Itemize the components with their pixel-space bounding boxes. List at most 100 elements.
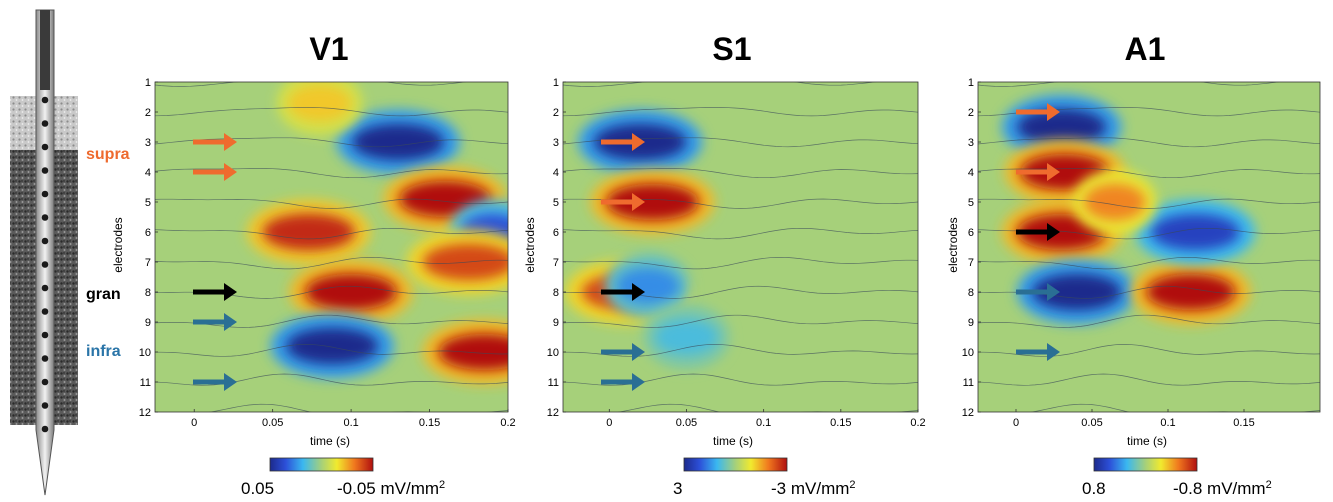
probe-contact [41,96,49,104]
csd-blob [654,318,719,356]
colorbar [1093,457,1198,472]
y-tick-label: 7 [553,257,559,269]
x-axis-label: time (s) [713,434,753,448]
lfp-trace [208,403,508,412]
x-tick-label: 0.15 [419,417,440,429]
probe-contact [41,308,49,315]
panel-title: V1 [309,31,348,67]
y-tick-label: 1 [968,77,974,89]
y-tick-label: 4 [145,167,151,179]
y-tick-label: 12 [962,407,974,419]
layer-label-gran: gran [86,286,121,303]
x-tick-label: 0.05 [262,417,283,429]
x-tick-label: 0.05 [1081,417,1102,429]
colorbar-max-label: -3 mV/mm2 [771,479,856,498]
layer-arrow-black [193,283,237,301]
y-tick-label: 10 [139,347,151,359]
colorbar-unit-sup: 2 [439,479,445,491]
probe-contact [41,120,49,127]
y-tick-label: 11 [140,377,151,389]
lfp-trace [1030,403,1320,412]
lfp-trace [978,82,1281,87]
lfp-trace [563,137,918,148]
y-tick-label: 5 [553,197,559,209]
csd-blob [286,327,379,365]
csd-blob [287,84,352,122]
lfp-trace [155,198,508,209]
layer-arrow-blue [601,373,645,391]
probe-contact [41,237,49,245]
lfp-trace [155,168,508,179]
lfp-trace [563,344,918,357]
probe-contacts [41,96,49,433]
lfp-trace [978,198,1320,209]
y-tick-label: 9 [553,317,559,329]
csd-blob [615,267,680,305]
csd-blob [1032,273,1122,311]
colorbar-unit: mV/mm [791,479,850,498]
lfp-trace [978,168,1320,179]
y-tick-label: 7 [968,257,974,269]
y-tick-label: 9 [968,317,974,329]
csd-blob [438,333,508,371]
lfp-trace [563,168,918,179]
probe-tip-dark [40,10,50,90]
lfp-trace [978,137,1320,148]
colorbar-min-label: 3 [673,479,682,498]
lfp-trace [155,137,508,148]
x-tick-label: 0.05 [676,417,697,429]
y-tick-label: 1 [145,77,151,89]
y-tick-label: 3 [145,137,151,149]
layer-arrow-black [1016,223,1060,241]
lfp-trace [155,82,468,87]
x-tick-label: 0.1 [756,417,771,429]
probe-contact [41,190,49,198]
layer-label-supra: supra [86,146,130,163]
colorbar-unit: mV/mm [1207,479,1266,498]
y-tick-label: 12 [139,407,151,419]
csd-blob [262,213,355,251]
x-tick-label: 0.1 [1160,417,1175,429]
x-tick-label: 0.15 [830,417,851,429]
x-tick-label: 0.15 [1233,417,1254,429]
x-tick-label: 0.2 [910,417,925,429]
y-tick-label: 10 [962,347,974,359]
layer-arrow-orange [193,163,237,181]
y-tick-label: 2 [145,107,151,119]
colorbar-max-value: -3 [771,479,786,498]
layer-arrow-orange [1016,163,1060,181]
plot-frame [154,81,509,413]
layer-arrow-orange [193,133,237,151]
probe-contact [41,284,49,292]
lfp-trace [563,256,918,270]
colorbar [269,457,374,472]
layer-arrow-blue [601,343,645,361]
lfp-trace [155,373,508,386]
colorbar-max-label: -0.05 mV/mm2 [337,479,445,498]
y-tick-label: 6 [145,227,151,239]
lfp-trace [978,314,1320,328]
lfp-trace [978,256,1320,270]
y-tick-label: 6 [968,227,974,239]
y-tick-label: 1 [553,77,559,89]
probe-contact [41,214,49,221]
csd-blob [1150,213,1240,251]
heatmap-field [155,82,508,412]
lfp-trace [563,82,878,87]
lfp-trace [617,403,918,412]
colorbar-max-value: -0.8 [1173,479,1202,498]
probe-contact [41,261,49,268]
probe-contact [41,425,49,433]
y-tick-label: 4 [553,167,559,179]
probe-contact [41,331,49,339]
csd-blob [1084,183,1146,221]
colorbar-min-label: 0.8 [1082,479,1106,498]
colorbar [683,457,788,472]
colorbar-min-label: 0.05 [241,479,274,498]
